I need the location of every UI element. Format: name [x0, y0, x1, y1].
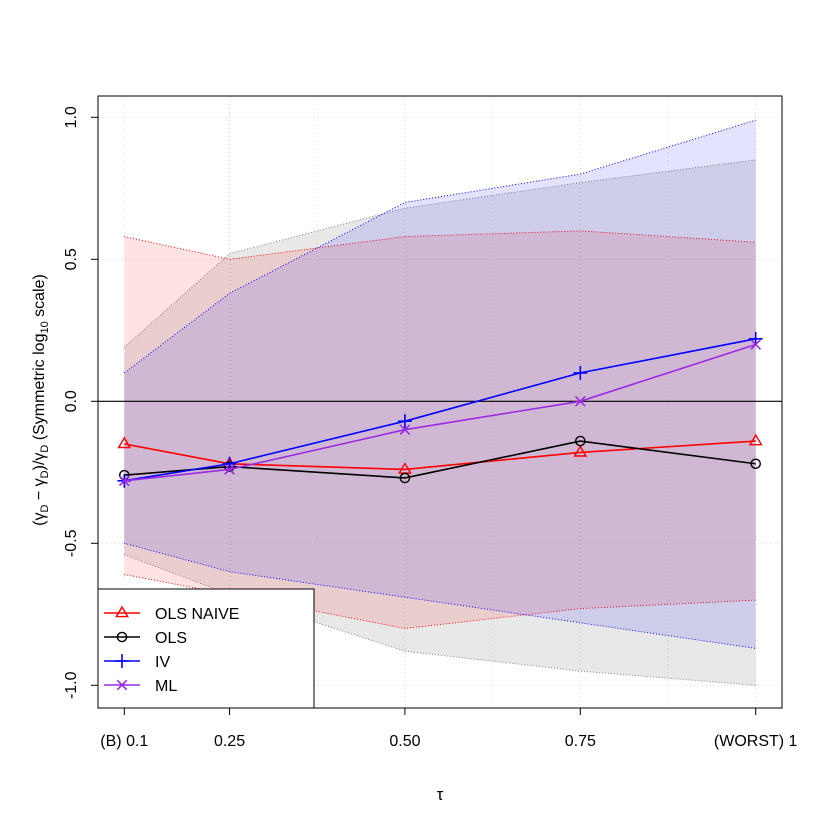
legend-marker	[116, 679, 128, 691]
y-tick-label: 0.0	[63, 390, 80, 412]
data-point-marker	[117, 436, 132, 449]
data-point-marker	[748, 433, 763, 446]
legend-label: OLS	[155, 630, 187, 647]
x-tick-label: 0.75	[565, 733, 596, 750]
legend-item-iv: IV	[104, 654, 170, 671]
x-axis: (B) 0.1 0.25 0.50 0.75 (WORST) 1	[100, 707, 798, 750]
legend-label: ML	[155, 678, 177, 695]
legend-item-ols: OLS	[104, 630, 187, 647]
data-point-marker	[750, 458, 761, 470]
data-point-marker	[398, 414, 412, 429]
legend-marker	[115, 654, 129, 668]
legend-marker	[115, 605, 129, 618]
band-ols-naive	[124, 230, 756, 629]
data-point-marker	[573, 365, 588, 380]
y-tick-label: 1.0	[63, 106, 80, 128]
x-tick-label: 0.50	[389, 733, 420, 750]
data-point-marker	[399, 424, 411, 436]
y-tick-label: 0.5	[63, 248, 80, 270]
band-upper-edge	[123, 159, 756, 348]
y-tick-label: -1.0	[63, 671, 80, 699]
band-lower-edge	[124, 574, 756, 629]
series-ml	[118, 339, 762, 487]
band-upper-edge	[124, 119, 756, 374]
band-ols	[124, 159, 756, 686]
x-tick-label: (WORST) 1	[714, 733, 798, 750]
legend-item-ml: ML	[104, 678, 177, 695]
legend-marker	[116, 631, 128, 643]
y-axis-label: (γD − γD)/γD (Symmetric log10 scale)	[31, 274, 51, 526]
x-tick-label: 0.25	[214, 733, 245, 750]
confidence-bands	[123, 119, 756, 686]
legend-label: OLS NAIVE	[155, 606, 239, 623]
legend: OLS NAIVE OLS IV ML	[97, 588, 315, 709]
legend-item-ols-naive: OLS NAIVE	[104, 605, 239, 623]
data-point-marker	[574, 395, 586, 407]
data-point-marker	[573, 445, 588, 457]
data-point-marker	[399, 472, 411, 484]
y-tick-label: -0.5	[63, 529, 80, 557]
x-axis-label: τ	[437, 785, 444, 804]
band-lower-edge	[124, 542, 756, 649]
data-point-marker	[750, 339, 762, 350]
band-iv	[124, 120, 756, 649]
data-point-marker	[118, 475, 130, 487]
data-point-marker	[224, 464, 235, 475]
y-axis: 1.0 0.5 0.0 -0.5 -1.0	[63, 106, 99, 699]
data-point-marker	[575, 435, 586, 447]
x-tick-label: (B) 0.1	[100, 733, 148, 750]
series-lines	[117, 331, 763, 488]
legend-label: IV	[155, 654, 170, 671]
legend-box	[97, 588, 315, 709]
